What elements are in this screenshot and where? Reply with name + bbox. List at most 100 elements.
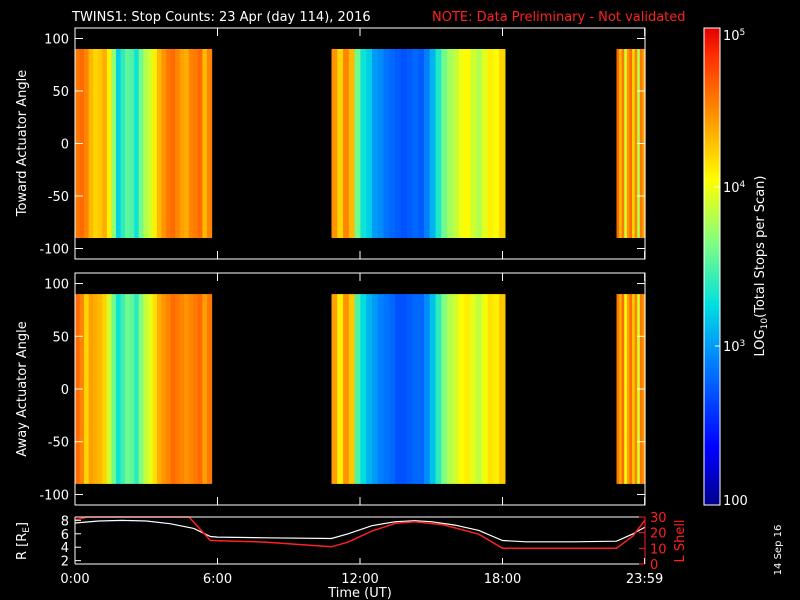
lshell-ylabel: L Shell [673,519,688,562]
away-heatmap-column [383,294,390,484]
toward-heatmap-column [115,49,122,238]
toward-heatmap-column [152,49,158,238]
toward-heatmap-column [418,49,425,238]
away-ytick-label: -50 [48,436,69,451]
away-heatmap-column [360,294,367,484]
toward-heatmap-column [129,49,135,238]
toward-heatmap-column [634,49,638,238]
toward-heatmap-column [481,49,489,238]
toward-heatmap-column [102,49,108,238]
away-heatmap-column [125,294,131,484]
r-ytick-label: 2 [61,555,69,570]
colorbar-tick-label: 100 [723,494,748,509]
toward-heatmap-column [161,49,167,238]
toward-heatmap-column [400,49,408,238]
away-heatmap-column [400,294,408,484]
toward-heatmap-column [371,49,379,238]
away-heatmap-column [97,294,103,484]
away-heatmap-column [102,294,108,484]
away-heatmap-column [170,294,176,484]
time-xtick-label: 23:59 [626,572,663,587]
toward-heatmap-column [331,49,338,238]
lshell-series-line [74,516,646,550]
toward-heatmap-column [193,49,199,238]
away-heatmap-column [616,294,620,484]
away-heatmap-column [207,294,213,484]
note-preliminary: NOTE: Data Preliminary - Not validated [432,10,686,25]
toward-heatmap-column [143,49,149,238]
away-heatmap-column [143,294,149,484]
colorbar-tick-label: 105 [723,28,745,44]
away-heatmap-column [395,294,402,484]
away-heatmap-column [499,294,506,484]
toward-heatmap-column [464,49,471,238]
away-heatmap-column [441,294,448,484]
lshell-ytick-label: 0 [650,558,658,573]
away-heatmap-column [423,294,431,484]
away-heatmap-column [366,294,373,484]
toward-heatmap-column [395,49,402,238]
toward-heatmap-column [406,49,414,238]
r-ytick-label: 8 [61,514,69,529]
toward-heatmap-column [147,49,153,238]
toward-heatmap-column [188,49,194,238]
away-heatmap-column [134,294,140,484]
away-heatmap-column [626,294,631,484]
away-heatmap-column [487,294,494,484]
toward-heatmap-column [366,49,373,238]
colorbar-frame [703,27,721,506]
away-ytick-label: 50 [52,330,69,345]
toward-heatmap-column [621,49,625,238]
toward-heatmap-column [441,49,448,238]
toward-heatmap-column [343,49,350,238]
away-heatmap-column [447,294,454,484]
r-series-line [74,519,646,543]
toward-heatmap-column [197,49,204,238]
away-heatmap-column [470,294,477,484]
toward-heatmap-column [348,49,356,238]
away-panel: -100 -50 0 50 100 Away Actuator Angle [15,272,646,506]
away-heatmap-column [166,294,172,484]
away-heatmap-column [435,294,442,484]
toward-ytick-label: 50 [52,85,69,100]
toward-ytick-label: 100 [44,33,69,48]
away-heatmap-column [120,294,126,484]
toward-heatmap-column [632,49,636,238]
lshell-ytick-label: 30 [650,511,667,526]
toward-ytick-label: 0 [61,138,69,153]
lshell-ytick-label: 10 [650,542,667,557]
toward-heatmap-column [202,49,208,238]
toward-heatmap-column [360,49,367,238]
toward-heatmap-column [616,49,620,238]
toward-x-ticks [74,28,646,259]
time-xlabel: Time (UT) [327,586,392,600]
colorbar: 105 104 103 100 LOG10(Total Stops per Scan) [703,27,770,509]
toward-heatmap-column [106,49,113,238]
away-heatmap-column [161,294,167,484]
toward-heatmap-column [120,49,126,238]
toward-heatmap-column [175,49,181,238]
away-heatmap-column [179,294,185,484]
date-stamp: 14 Sep 16 [773,525,784,576]
toward-heatmap-column [487,49,494,238]
away-heatmap-column [377,294,385,484]
toward-heatmap-column [111,49,117,238]
away-heatmap-column [147,294,153,484]
away-x-ticks [74,273,646,505]
away-heatmap-column [634,294,638,484]
toward-heatmap-column [423,49,431,238]
away-heatmap-column [619,294,623,484]
away-heatmap-column [188,294,194,484]
time-xtick-label: 0:00 [60,572,89,587]
away-heatmap-column [88,294,94,484]
away-heatmap-column [621,294,625,484]
toward-heatmap-column [499,49,506,238]
toward-panel: -100 -50 0 50 100 Toward Actuator Angle [15,27,646,260]
toward-heatmap-column [383,49,390,238]
time-xtick-label: 18:00 [484,572,521,587]
time-axis-ticks: 0:00 6:00 12:00 18:00 23:59 [60,558,663,587]
toward-heatmap-column [125,49,131,238]
